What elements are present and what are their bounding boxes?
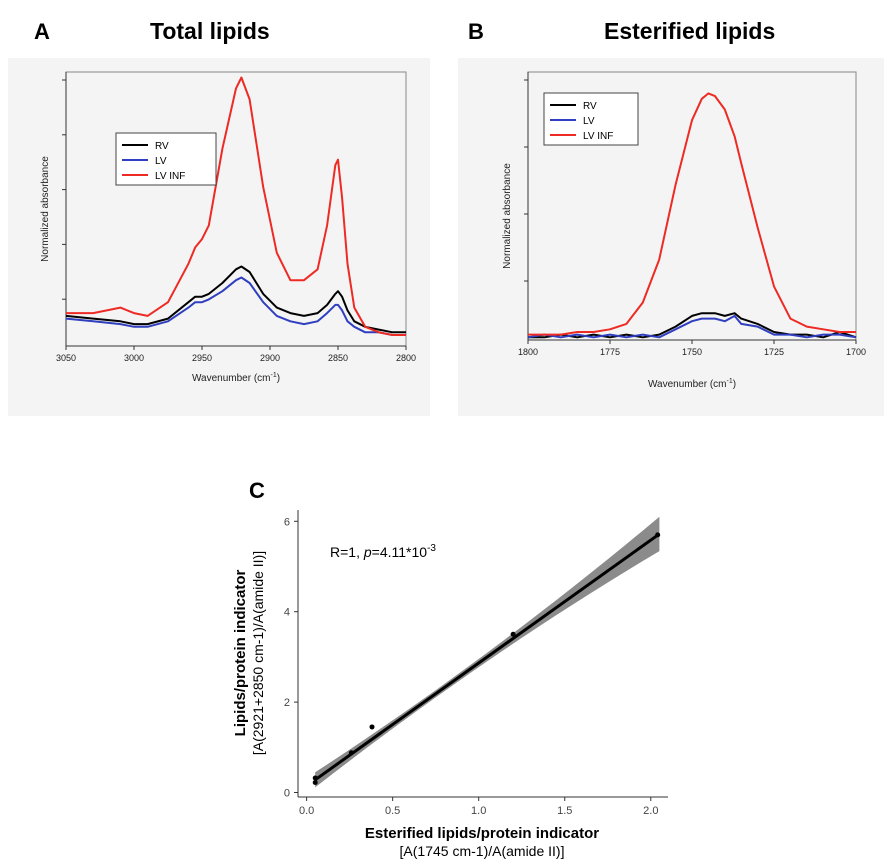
panel-a-x-tick-label: 3050 <box>56 353 76 363</box>
panel-c-annotation: R=1, p=4.11*10-3 <box>330 543 436 560</box>
panel-c-x-tick-label: 0.0 <box>299 805 314 817</box>
panel-b-series-line-lv <box>527 314 857 339</box>
panel-a-series <box>65 76 406 336</box>
panel-a-x-tick-label: 3000 <box>124 353 144 363</box>
panel-c-y-tick-label: 6 <box>284 516 290 528</box>
panel-b-legend-label-rv: RV <box>583 101 597 112</box>
panel-a-series-line-lv-inf <box>66 76 406 336</box>
panel-b-legend-label-lv-inf: LV INF <box>583 131 613 142</box>
panel-c-data-point <box>312 775 318 781</box>
panel-b: B Esterified lipids 1800 1775 1750 1725 1700… <box>458 18 884 416</box>
panel-c-x-tick-label: 1.5 <box>557 805 572 817</box>
panel-b-x-axis-label: Wavenumber (cm-1) <box>648 378 736 390</box>
panel-a-title: Total lipids <box>150 18 270 44</box>
panel-c-x-tick-label: 1.0 <box>471 805 486 817</box>
panel-b-background <box>458 58 884 416</box>
panel-b-title: Esterified lipids <box>604 18 775 44</box>
panel-b-legend-label-lv: LV <box>583 116 595 127</box>
panel-c-points <box>312 532 661 786</box>
panel-a-y-ticks <box>62 79 66 300</box>
panel-c-data-point <box>312 780 318 786</box>
panel-c-data-point <box>510 631 516 637</box>
panel-b-y-ticks <box>524 79 528 282</box>
panel-b-x-tick-label: 1700 <box>846 347 866 357</box>
panel-c-data-point <box>655 532 661 538</box>
panel-a: A Total lipids 3050 3000 2950 2900 2850 2800 … <box>8 18 430 416</box>
panel-a-y-axis-label: Normalized absorbance <box>40 156 51 262</box>
panel-c-data-point <box>348 750 354 756</box>
panel-a-background <box>8 58 430 416</box>
panel-b-letter: B <box>468 19 484 44</box>
panel-a-legend-label-rv: RV <box>155 141 169 152</box>
panel-a-letter: A <box>34 19 50 44</box>
panel-a-legend-label-lv: LV <box>155 156 167 167</box>
panel-c-x-axis-label: Esterified lipids/protein indicator <box>365 825 599 842</box>
panel-a-legend: RV LV LV INF <box>115 132 217 186</box>
panel-c-y-axis-label: Lipids/protein indicator <box>232 570 249 737</box>
panel-b-series-line-lv-inf <box>528 92 856 336</box>
panel-b-x-tick-label: 1750 <box>682 347 702 357</box>
panel-a-x-tick-label: 2800 <box>396 353 416 363</box>
panel-c-data-point <box>369 724 375 730</box>
panel-b-x-tick-label: 1725 <box>764 347 784 357</box>
panel-a-x-tick-label: 2850 <box>328 353 348 363</box>
panel-c-x-axis-sublabel: [A(1745 cm-1)/A(amide II)] <box>400 843 565 859</box>
panel-c-x-ticks: 0.0 0.5 1.0 1.5 2.0 <box>299 797 658 817</box>
panel-b-x-tick-label: 1800 <box>518 347 538 357</box>
panel-c-y-tick-label: 0 <box>284 787 290 799</box>
panel-a-series-line-lv <box>65 276 406 336</box>
panel-a-x-ticks: 3050 3000 2950 2900 2850 2800 <box>56 346 416 363</box>
panel-a-x-tick-label: 2950 <box>192 353 212 363</box>
panel-b-series <box>527 92 857 339</box>
panel-c-fit-line <box>314 532 661 782</box>
panel-a-series-line-rv <box>65 265 406 334</box>
panel-b-legend: RV LV LV INF <box>543 92 639 146</box>
panel-b-x-ticks: 1800 1775 1750 1725 1700 <box>518 340 866 357</box>
panel-c-y-axis-sublabel: [A(2921+2850 cm-1)/A(amide II)] <box>250 551 266 755</box>
panel-a-x-tick-label: 2900 <box>260 353 280 363</box>
panel-c-x-tick-label: 0.5 <box>385 805 400 817</box>
panel-c-y-tick-label: 2 <box>284 697 290 709</box>
panel-c-x-tick-label: 2.0 <box>643 805 658 817</box>
panel-b-x-tick-label: 1775 <box>600 347 620 357</box>
panel-a-x-axis-label: Wavenumber (cm-1) <box>192 372 280 384</box>
panel-c-letter: C <box>249 478 265 503</box>
panel-c-y-tick-label: 4 <box>284 607 290 619</box>
panel-a-legend-label-lv-inf: LV INF <box>155 171 185 182</box>
panel-b-y-axis-label: Normalized absorbance <box>502 163 513 269</box>
panel-c-y-ticks: 0 2 4 6 <box>284 516 298 799</box>
